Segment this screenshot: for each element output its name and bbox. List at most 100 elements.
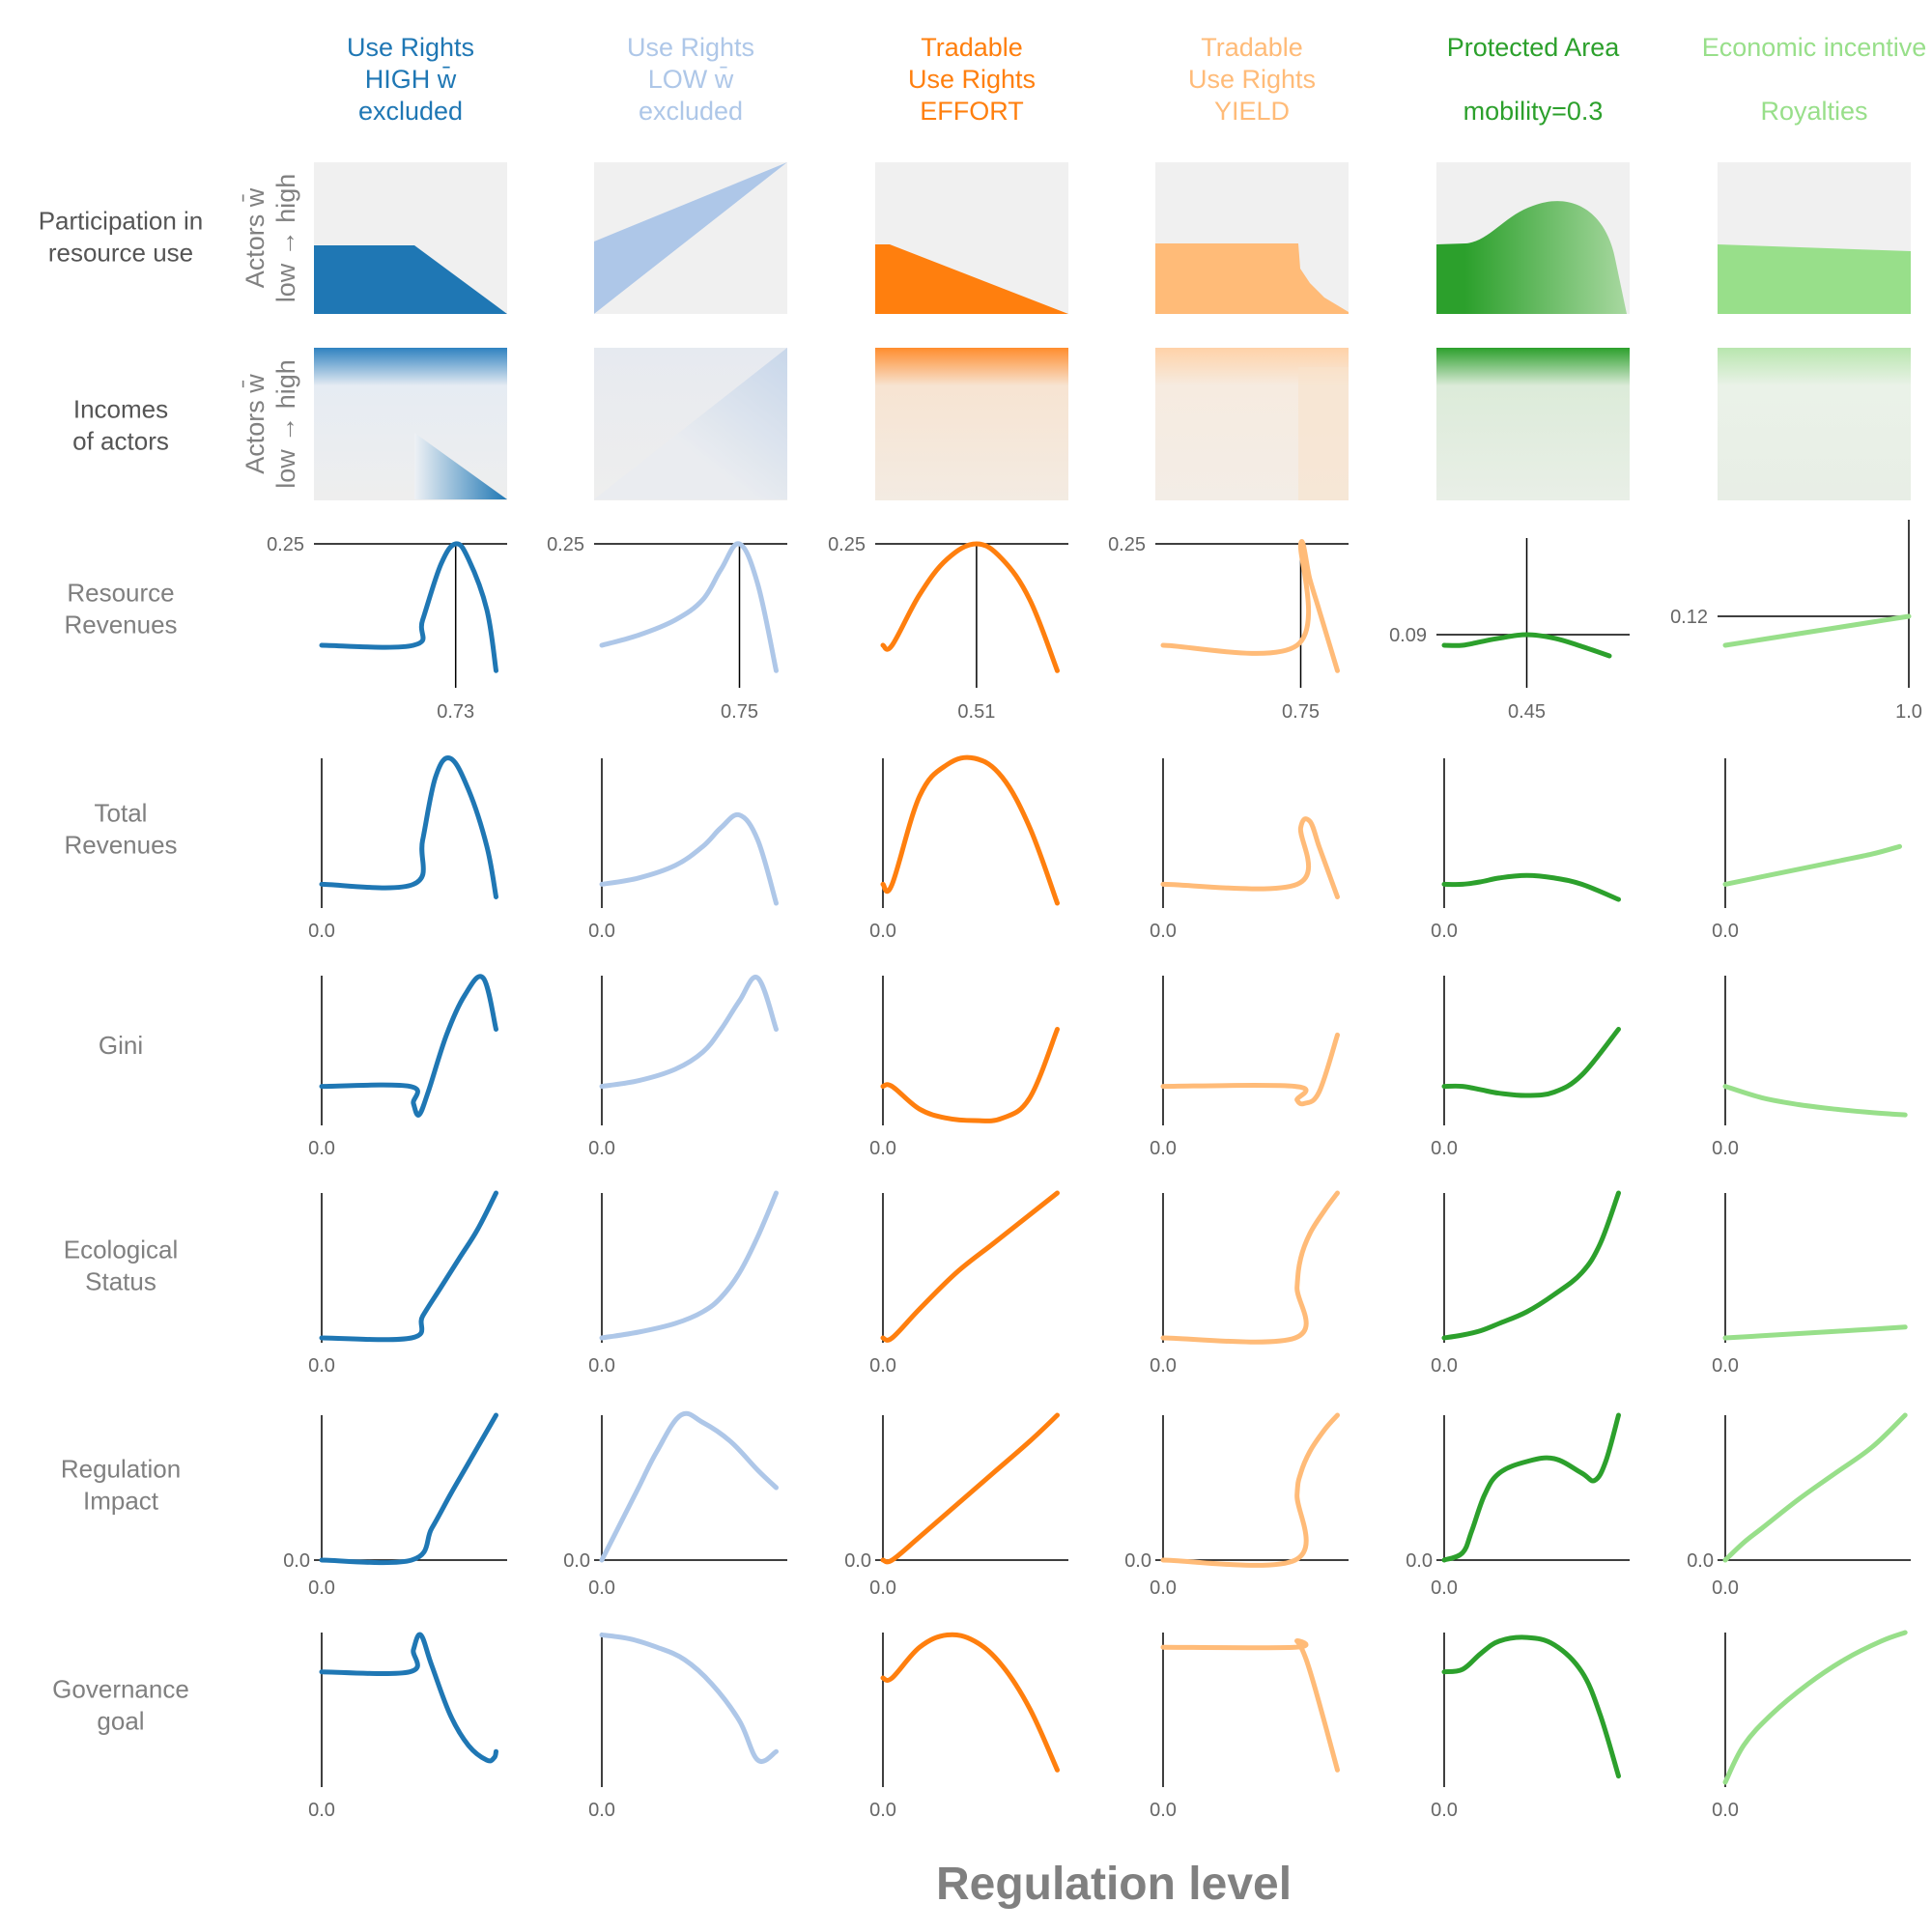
x-zero-tick: 0.0 xyxy=(1712,921,1739,942)
revenue-series-ur_high xyxy=(319,541,498,673)
resource_revenues-panel-economic_incentive: 0.12 1.0 xyxy=(1670,520,1922,723)
revenue-y-tick: 0.12 xyxy=(1670,607,1708,628)
x-zero-tick: 0.0 xyxy=(1150,1800,1177,1821)
x-zero-tick: 0.0 xyxy=(1712,1138,1739,1159)
x-zero-tick: 0.0 xyxy=(869,921,896,942)
governance_goal-panel-ur_low: 0.0 xyxy=(588,1633,779,1821)
column-title-economic_incentive: Economic incentive xyxy=(1702,33,1927,62)
regulation_impact-panel-tur_effort: 0.00.0 xyxy=(844,1412,1068,1599)
column-title-tur_effort: Use Rights xyxy=(908,65,1036,94)
row-label-incomes: of actors xyxy=(72,427,169,456)
total_revenues-panel-tur_effort: 0.0 xyxy=(869,754,1060,942)
x-zero-tick: 0.0 xyxy=(308,1138,335,1159)
revenue-x-tick: 0.45 xyxy=(1508,701,1546,723)
gini-series-ur_high xyxy=(319,974,498,1118)
x-zero-tick: 0.0 xyxy=(308,1800,335,1821)
revenue-y-tick: 0.25 xyxy=(828,534,866,555)
x-zero-tick: 0.0 xyxy=(308,921,335,942)
row-label-governance_goal: goal xyxy=(97,1707,144,1736)
row-label-participation: Participation in xyxy=(39,207,204,236)
ylabel-incomes: Actors w̄ low → high xyxy=(241,359,300,489)
regulation_impact-series-tur_effort xyxy=(880,1412,1060,1565)
row-label-ecological_status: Ecological xyxy=(64,1236,179,1264)
revenue-series-ur_low xyxy=(599,541,779,673)
regulation_impact-series-economic_incentive xyxy=(1722,1412,1908,1563)
x-zero-tick: 0.0 xyxy=(1150,921,1177,942)
incomes-overlay-shade-ur_low xyxy=(594,348,787,499)
x-zero-tick: 0.0 xyxy=(1150,1355,1177,1377)
column-title-ur_high: Use Rights xyxy=(347,33,474,62)
column-title-ur_low: excluded xyxy=(639,97,743,126)
ecological_status-series-ur_low xyxy=(599,1190,779,1341)
regulation_impact-series-ur_high xyxy=(319,1412,498,1566)
participation-area-ur_high xyxy=(314,245,507,314)
column-title-tur_yield: YIELD xyxy=(1214,97,1290,126)
row-label-regulation_impact: Regulation xyxy=(61,1455,181,1484)
row-label-ecological_status: Status xyxy=(85,1267,156,1296)
revenue-series-economic_incentive xyxy=(1722,613,1912,648)
row-label-total_revenues: Revenues xyxy=(64,831,177,860)
x-zero-tick: 0.0 xyxy=(1712,1577,1739,1599)
x-zero-tick: 0.0 xyxy=(588,1800,615,1821)
gini-series-tur_yield xyxy=(1160,1032,1340,1107)
y-zero-tick: 0.0 xyxy=(1687,1550,1714,1572)
regulation_impact-series-ur_low xyxy=(599,1410,779,1563)
total_revenues-panel-protected_area: 0.0 xyxy=(1431,758,1621,942)
row-label-resource_revenues: Resource xyxy=(67,579,174,608)
revenue-x-tick: 1.0 xyxy=(1895,701,1922,723)
column-title-economic_incentive: Royalties xyxy=(1760,97,1867,126)
governance_goal-series-protected_area xyxy=(1441,1634,1621,1779)
governance_goal-series-ur_high xyxy=(319,1632,498,1764)
revenue-y-tick: 0.25 xyxy=(1108,534,1146,555)
ecological_status-series-tur_effort xyxy=(880,1190,1060,1343)
ecological_status-panel-tur_yield: 0.0 xyxy=(1150,1190,1340,1377)
row-label-governance_goal: Governance xyxy=(52,1675,189,1704)
total_revenues-panel-ur_low: 0.0 xyxy=(588,758,779,942)
x-zero-tick: 0.0 xyxy=(1712,1355,1739,1377)
regulation_impact-panel-ur_low: 0.00.0 xyxy=(563,1410,787,1599)
total_revenues-panel-tur_yield: 0.0 xyxy=(1150,758,1340,942)
incomes-overlay-tur_yield xyxy=(1298,367,1349,500)
column-title-ur_high: excluded xyxy=(358,97,463,126)
y-zero-tick: 0.0 xyxy=(1406,1550,1433,1572)
gini-panel-tur_effort: 0.0 xyxy=(869,976,1060,1159)
revenue-x-tick: 0.51 xyxy=(957,701,995,723)
x-zero-tick: 0.0 xyxy=(869,1355,896,1377)
resource_revenues-panel-ur_high: 0.25 0.73 xyxy=(267,534,507,723)
revenue-x-tick: 0.75 xyxy=(1282,701,1320,723)
governance_goal-series-economic_incentive xyxy=(1722,1630,1908,1785)
x-zero-tick: 0.0 xyxy=(1431,1800,1458,1821)
revenue-y-tick: 0.25 xyxy=(547,534,584,555)
incomes-panel-economic_incentive xyxy=(1718,348,1911,500)
incomes-panel-tur_effort xyxy=(875,348,1068,500)
incomes-panel-protected_area xyxy=(1436,348,1630,500)
revenue-y-tick: 0.09 xyxy=(1389,625,1427,646)
ecological_status-panel-protected_area: 0.0 xyxy=(1431,1190,1621,1377)
ylabel-line: low → high xyxy=(271,174,300,303)
column-title-protected_area: mobility=0.3 xyxy=(1463,97,1604,126)
total_revenues-series-protected_area xyxy=(1441,872,1621,902)
x-zero-tick: 0.0 xyxy=(869,1577,896,1599)
x-zero-tick: 0.0 xyxy=(869,1800,896,1821)
revenue-x-tick: 0.73 xyxy=(437,701,474,723)
revenue-series-tur_effort xyxy=(880,541,1060,673)
column-title-ur_high: HIGH w̄ xyxy=(365,65,457,94)
ecological_status-panel-tur_effort: 0.0 xyxy=(869,1190,1060,1377)
y-zero-tick: 0.0 xyxy=(563,1550,590,1572)
governance_goal-series-tur_yield xyxy=(1160,1637,1340,1773)
participation-cut-ur_low xyxy=(594,162,787,314)
revenue-x-tick: 0.75 xyxy=(721,701,758,723)
regulation_impact-panel-ur_high: 0.00.0 xyxy=(283,1412,507,1599)
y-zero-tick: 0.0 xyxy=(844,1550,871,1572)
x-axis-title: Regulation level xyxy=(936,1859,1292,1910)
y-zero-tick: 0.0 xyxy=(1124,1550,1151,1572)
gini-panel-economic_incentive: 0.0 xyxy=(1712,976,1908,1159)
governance_goal-panel-tur_effort: 0.0 xyxy=(869,1632,1060,1821)
ecological_status-panel-ur_high: 0.0 xyxy=(308,1190,498,1377)
regulation_impact-series-tur_yield xyxy=(1160,1412,1340,1568)
row-label-gini: Gini xyxy=(99,1031,143,1060)
gini-series-ur_low xyxy=(599,974,779,1090)
row-label-total_revenues: Total xyxy=(95,799,148,828)
incomes-overlay-ur_low xyxy=(594,348,787,499)
